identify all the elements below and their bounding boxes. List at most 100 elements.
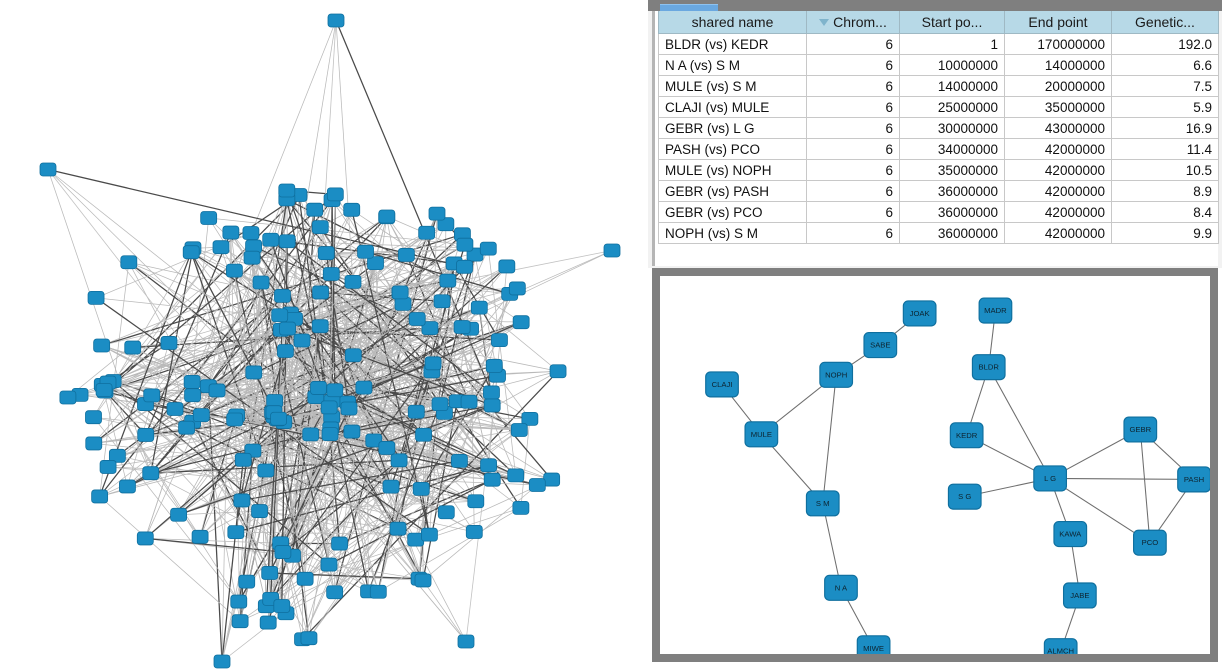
cell-end_point[interactable]: 35000000 [1004,96,1112,118]
main-network-node[interactable] [389,521,407,536]
main-network-node[interactable] [270,411,287,426]
network-node-CLAJI[interactable]: CLAJI [705,371,739,398]
main-network-node[interactable] [143,388,161,403]
main-network-node[interactable] [498,259,516,274]
main-network-node[interactable] [424,356,442,371]
main-network-node[interactable] [378,441,396,455]
main-network-node[interactable] [311,220,329,234]
main-network-node[interactable] [378,209,396,224]
node-shape[interactable] [1177,466,1210,493]
main-network-node[interactable] [365,433,383,448]
cell-shared_name[interactable]: GEBR (vs) PASH [658,180,807,202]
network-node-LG[interactable]: L G [1033,465,1068,492]
main-network-node[interactable] [483,385,500,400]
main-network-node[interactable] [310,381,327,395]
cell-chromosome[interactable]: 6 [806,54,900,76]
main-network-node[interactable] [262,232,280,247]
node-shape[interactable] [705,371,739,398]
node-shape[interactable] [824,574,858,601]
cell-start_point[interactable]: 25000000 [899,96,1005,118]
cell-end_point[interactable]: 20000000 [1004,75,1112,97]
edge-GEBR-PCO[interactable] [1139,429,1151,543]
main-network-node[interactable] [421,527,438,542]
main-network-node[interactable] [278,234,296,249]
network-node-SM[interactable]: S M [805,490,840,517]
cell-chromosome[interactable]: 6 [806,117,900,139]
network-node-MIWE[interactable]: MIWE [856,635,891,654]
main-network-node[interactable] [231,614,249,629]
main-network-node[interactable] [251,504,268,518]
table-row[interactable]: CLAJI (vs) MULE 6 25000000 35000000 5.9 [658,96,1219,118]
node-shape[interactable] [1053,521,1088,548]
cell-chromosome[interactable]: 6 [806,159,900,181]
main-network-node[interactable] [412,482,430,496]
main-network-canvas[interactable] [0,0,648,669]
main-network-node[interactable] [431,397,449,412]
edge-BLDR-LG[interactable] [988,366,1051,479]
cell-genetic[interactable]: 5.9 [1111,96,1219,118]
main-network-node[interactable] [428,206,446,221]
cell-shared_name[interactable]: PASH (vs) PCO [658,138,807,160]
network-node-KAWA[interactable]: KAWA [1053,521,1088,548]
network-node-GEBR[interactable]: GEBR [1123,416,1158,443]
sub-network-panel[interactable]: CLAJI MULE NOPH SABE JOAK S M N A MIWE MADR BLDR K… [652,268,1218,662]
main-network-node[interactable] [331,536,348,551]
table-row[interactable]: BLDR (vs) KEDR 6 1 170000000 192.0 [658,33,1219,55]
main-network-node[interactable] [200,211,218,225]
node-shape[interactable] [971,354,1006,381]
main-network-node[interactable] [234,452,252,467]
cell-end_point[interactable]: 43000000 [1004,117,1112,139]
cell-shared_name[interactable]: N A (vs) S M [658,54,807,76]
column-header-chromosome[interactable]: Chrom... [806,11,900,34]
main-network-node[interactable] [470,300,488,315]
table-row[interactable]: MULE (vs) S M 6 14000000 20000000 7.5 [658,75,1219,97]
node-shape[interactable] [949,422,984,449]
main-network-node[interactable] [326,187,344,202]
main-network-node[interactable] [95,383,113,397]
table-scroll-area[interactable]: shared name Chrom... Start po... End poi… [652,11,1219,266]
sub-network-nodes[interactable]: CLAJI MULE NOPH SABE JOAK S M N A MIWE MADR BLDR K… [705,297,1210,654]
main-network-node[interactable] [274,288,291,303]
node-shape[interactable] [1123,416,1158,443]
cell-shared_name[interactable]: CLAJI (vs) MULE [658,96,807,118]
table-row[interactable]: GEBR (vs) PCO 6 36000000 42000000 8.4 [658,201,1219,223]
cell-genetic[interactable]: 8.4 [1111,201,1219,223]
table-row[interactable]: GEBR (vs) L G 6 30000000 43000000 16.9 [658,117,1219,139]
main-network-node[interactable] [312,285,329,300]
main-network-node[interactable] [437,505,455,520]
edge-table[interactable]: shared name Chrom... Start po... End poi… [658,11,1219,244]
main-network-node[interactable] [39,162,57,177]
cell-genetic[interactable]: 10.5 [1111,159,1219,181]
column-header-shared-name[interactable]: shared name [658,11,807,34]
main-network-node[interactable] [87,290,105,305]
edge-table-panel[interactable]: shared name Chrom... Start po... End poi… [648,0,1222,268]
cell-shared_name[interactable]: GEBR (vs) PCO [658,201,807,223]
main-network-node[interactable] [252,275,270,290]
main-network-node[interactable] [603,243,621,258]
cell-genetic[interactable]: 6.6 [1111,54,1219,76]
main-network-node[interactable] [510,423,528,437]
main-network-node[interactable] [394,296,412,311]
main-network-node[interactable] [245,365,263,380]
cell-end_point[interactable]: 42000000 [1004,138,1112,160]
main-network-node[interactable] [261,566,279,580]
network-node-NA[interactable]: N A [824,574,858,601]
main-network-node[interactable] [242,226,260,240]
main-network-node[interactable] [225,263,243,278]
network-node-NOPH[interactable]: NOPH [819,361,854,388]
main-network-node[interactable] [142,466,160,481]
main-network-node[interactable] [407,404,425,419]
main-network-node[interactable] [191,529,209,544]
main-network-node[interactable] [418,225,436,240]
main-network-node[interactable] [137,428,155,442]
main-network-node[interactable] [344,348,362,363]
main-network-node[interactable] [320,557,338,572]
main-network-node[interactable] [306,202,324,217]
main-network-node[interactable] [317,246,335,260]
main-network-node[interactable] [467,494,485,509]
main-network-node[interactable] [91,489,109,504]
main-network-node[interactable] [213,654,231,669]
cell-chromosome[interactable]: 6 [806,75,900,97]
cell-shared_name[interactable]: GEBR (vs) L G [658,117,807,139]
cell-genetic[interactable]: 11.4 [1111,138,1219,160]
